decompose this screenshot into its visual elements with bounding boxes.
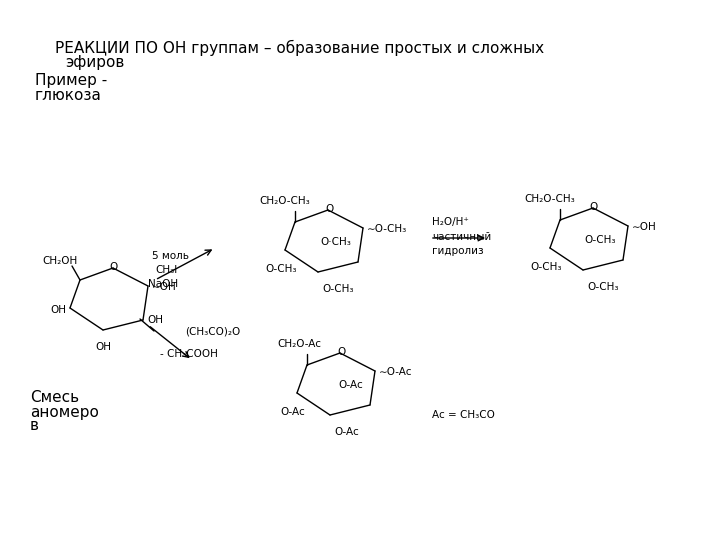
Text: Пример -: Пример -	[35, 72, 107, 87]
Text: OH: OH	[50, 305, 66, 315]
Text: O: O	[325, 204, 333, 214]
Text: O: O	[590, 202, 598, 212]
Text: O-Ac: O-Ac	[338, 380, 363, 390]
Text: CH₃I: CH₃I	[155, 265, 177, 275]
Text: CH₂O-CH₃: CH₂O-CH₃	[260, 196, 310, 206]
Text: H₂O/H⁺: H₂O/H⁺	[432, 217, 469, 227]
Text: O-CH₃: O-CH₃	[530, 262, 562, 272]
Text: в: в	[30, 418, 39, 434]
Text: ∼O-Ac: ∼O-Ac	[379, 367, 413, 377]
Text: O: O	[337, 347, 345, 357]
Text: гидролиз: гидролиз	[432, 246, 484, 256]
Text: O: O	[110, 262, 118, 272]
Text: - CH₃COOH: - CH₃COOH	[160, 349, 218, 359]
Text: аномеро: аномеро	[30, 404, 99, 420]
Text: OH: OH	[95, 342, 111, 352]
Text: ∼OH: ∼OH	[632, 222, 657, 232]
Text: O-CH₃: O-CH₃	[322, 284, 354, 294]
Text: Ac = CH₃CO: Ac = CH₃CO	[432, 410, 495, 420]
Text: NaOH: NaOH	[148, 279, 178, 289]
Text: эфиров: эфиров	[65, 56, 125, 71]
Text: CH₂O-Ac: CH₂O-Ac	[277, 339, 321, 349]
Text: O-CH₃: O-CH₃	[587, 282, 618, 292]
Text: O-CH₃: O-CH₃	[265, 264, 297, 274]
Text: ∼O-CH₃: ∼O-CH₃	[367, 224, 408, 234]
Text: O-Ac: O-Ac	[281, 407, 305, 417]
Text: O·CH₃: O·CH₃	[320, 237, 351, 247]
Text: глюкоза: глюкоза	[35, 87, 102, 103]
Text: (CH₃CO)₂O: (CH₃CO)₂O	[185, 327, 240, 337]
Text: Смесь: Смесь	[30, 390, 79, 406]
Text: CH₂O-CH₃: CH₂O-CH₃	[525, 194, 575, 204]
Text: OH: OH	[147, 315, 163, 325]
Text: O-Ac: O-Ac	[334, 427, 359, 437]
Text: ∼OH: ∼OH	[152, 282, 176, 292]
Text: 5 моль: 5 моль	[152, 251, 189, 261]
Text: CH₂OH: CH₂OH	[42, 256, 78, 266]
Text: частичный: частичный	[432, 232, 491, 242]
Text: РЕАКЦИИ ПО ОН группам – образование простых и сложных: РЕАКЦИИ ПО ОН группам – образование прос…	[55, 40, 544, 56]
Text: O-CH₃: O-CH₃	[585, 235, 616, 245]
